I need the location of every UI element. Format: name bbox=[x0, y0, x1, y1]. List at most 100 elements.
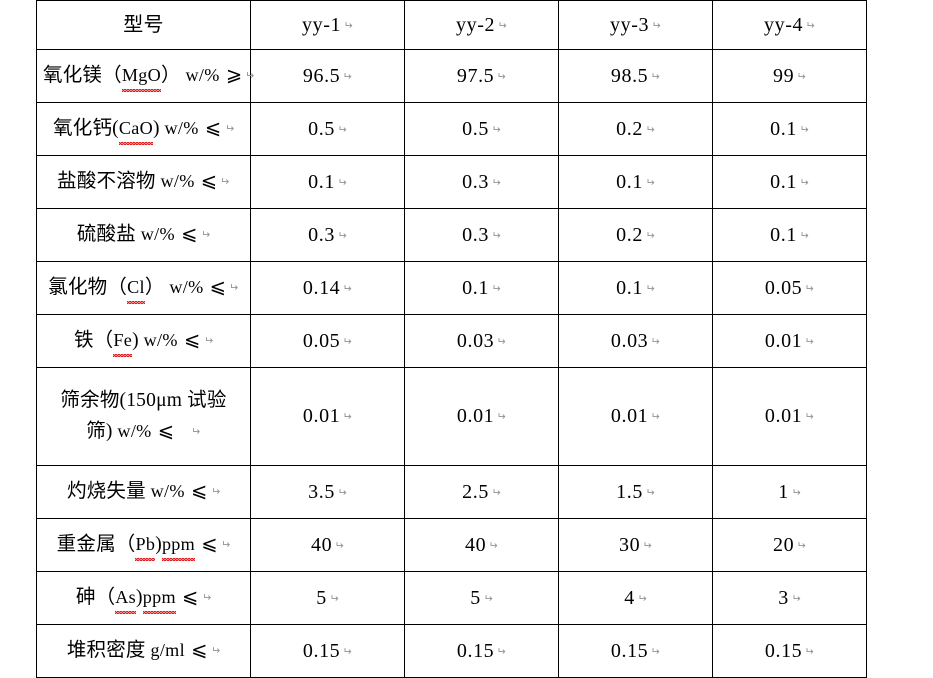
paragraph-mark: ↵ bbox=[224, 121, 234, 135]
row-label-text: 铁 bbox=[73, 329, 94, 351]
header-label: 型号 bbox=[123, 13, 164, 36]
unit-text: w/% bbox=[180, 64, 220, 85]
paragraph-mark: ↵ bbox=[328, 591, 339, 605]
paragraph-mark: ↵ bbox=[804, 644, 815, 658]
value-cell-yy4: 20 ↵ bbox=[712, 518, 867, 572]
cell-value: 0.01 bbox=[610, 405, 649, 427]
cell-value: 1.5 bbox=[616, 480, 643, 503]
unit-text: g/ml bbox=[145, 639, 185, 660]
paragraph-mark: ↵ bbox=[650, 69, 661, 83]
table-row: 盐酸不溶物 w/% ⩽ ↵ 0.1 ↵ 0.3 ↵ 0.1 ↵ 0.1 ↵ bbox=[36, 155, 867, 209]
unit-text: w/% bbox=[155, 170, 195, 191]
value-cell-yy2: 2.5 ↵ bbox=[404, 465, 559, 519]
cell-value: 0.01 bbox=[302, 405, 341, 427]
paragraph-mark: ↵ bbox=[191, 424, 201, 438]
paragraph-mark: ↵ bbox=[642, 538, 653, 552]
value-cell-yy1: 3.5 ↵ bbox=[250, 465, 405, 519]
cell-value: 0.3 bbox=[462, 223, 489, 246]
paragraph-mark: ↵ bbox=[496, 644, 507, 658]
paren-close: ) bbox=[153, 117, 160, 139]
comparison-operator: ⩽ bbox=[152, 420, 175, 442]
value-cell-yy2: 0.1 ↵ bbox=[404, 261, 559, 315]
table-row: 灼烧失量 w/% ⩽ ↵ 3.5 ↵ 2.5 ↵ 1.5 ↵ 1 ↵ bbox=[36, 465, 867, 519]
row-label-text: 砷 bbox=[75, 586, 96, 608]
table-row: 氯化物（Cl） w/% ⩽ ↵ 0.14 ↵ 0.1 ↵ 0.1 ↵ 0.05 ↵ bbox=[36, 261, 867, 315]
paragraph-mark: ↵ bbox=[201, 590, 212, 604]
header-label: yy-3 bbox=[610, 13, 650, 36]
row-label-cell: 重金属（Pb)ppm ⩽ ↵ bbox=[36, 518, 251, 572]
value-cell-yy1: 0.15 ↵ bbox=[250, 624, 405, 678]
value-cell-yy3: 1.5 ↵ bbox=[558, 465, 713, 519]
value-cell-yy1: 5 ↵ bbox=[250, 571, 405, 625]
value-cell-yy3: 30 ↵ bbox=[558, 518, 713, 572]
paragraph-mark: ↵ bbox=[343, 18, 353, 32]
cell-value: 97.5 bbox=[456, 64, 495, 87]
value-cell-yy1: 0.01 ↵ bbox=[250, 367, 405, 466]
table-header-row: 型号 yy-1 ↵ yy-2 ↵ yy-3 ↵ yy-4 ↵ bbox=[36, 0, 867, 50]
row-label-text: 硫酸盐 bbox=[76, 223, 136, 245]
paragraph-mark: ↵ bbox=[644, 281, 655, 295]
row-label-cell: 氧化镁（MgO） w/% ⩾ ↵ bbox=[36, 49, 255, 103]
unit-text: w/% bbox=[138, 329, 178, 350]
paragraph-mark: ↵ bbox=[490, 175, 501, 189]
value-cell-yy2: 0.15 ↵ bbox=[404, 624, 559, 678]
value-cell-yy4: 0.01 ↵ bbox=[712, 314, 867, 368]
row-label-cell: 堆积密度 g/ml ⩽ ↵ bbox=[36, 624, 251, 678]
cell-value: 20 bbox=[772, 533, 795, 556]
paragraph-mark: ↵ bbox=[805, 18, 815, 32]
paragraph-mark: ↵ bbox=[650, 410, 661, 423]
value-cell-yy4: 0.05 ↵ bbox=[712, 261, 867, 315]
cell-value: 0.1 bbox=[616, 276, 643, 299]
value-cell-yy2: 0.3 ↵ bbox=[404, 155, 559, 209]
chemical-symbol: CaO bbox=[118, 114, 154, 146]
paragraph-mark: ↵ bbox=[644, 175, 655, 189]
row-label-cell: 筛余物(150μm 试验 筛) w/% ⩽ ↵ bbox=[36, 367, 251, 466]
comparison-operator: ⩽ bbox=[175, 223, 198, 245]
unit-text: w/% bbox=[159, 117, 199, 138]
header-cell-yy1: yy-1 ↵ bbox=[250, 0, 405, 50]
value-cell-yy3: 0.1 ↵ bbox=[558, 261, 713, 315]
cell-value: 0.2 bbox=[616, 117, 643, 140]
paragraph-mark: ↵ bbox=[644, 228, 655, 242]
paragraph-mark: ↵ bbox=[336, 228, 347, 242]
chemical-symbol: As bbox=[115, 583, 136, 615]
paragraph-mark: ↵ bbox=[245, 68, 255, 82]
chemical-symbol: Fe bbox=[113, 326, 132, 358]
paragraph-mark: ↵ bbox=[200, 227, 211, 241]
chemical-symbol: Cl bbox=[127, 273, 145, 305]
paragraph-mark: ↵ bbox=[796, 69, 807, 83]
value-cell-yy2: 0.03 ↵ bbox=[404, 314, 559, 368]
header-cell-yy4: yy-4 ↵ bbox=[712, 0, 867, 50]
value-cell-yy1: 96.5 ↵ bbox=[250, 49, 405, 103]
row-label-text: 盐酸不溶物 bbox=[57, 170, 156, 192]
row-label-text: 重金属 bbox=[56, 533, 116, 555]
header-cell-model: 型号 bbox=[36, 0, 251, 50]
paragraph-mark: ↵ bbox=[342, 334, 353, 348]
value-cell-yy4: 0.1 ↵ bbox=[712, 155, 867, 209]
paragraph-mark: ↵ bbox=[636, 591, 647, 605]
cell-value: 0.1 bbox=[770, 170, 797, 193]
value-cell-yy4: 0.1 ↵ bbox=[712, 208, 867, 262]
paragraph-mark: ↵ bbox=[490, 228, 501, 242]
paragraph-mark: ↵ bbox=[336, 485, 347, 499]
cell-value: 3 bbox=[778, 586, 789, 609]
value-cell-yy2: 0.3 ↵ bbox=[404, 208, 559, 262]
paren-open: （ bbox=[95, 586, 116, 608]
paren-open: ( bbox=[112, 117, 119, 139]
cell-value: 96.5 bbox=[302, 64, 341, 87]
value-cell-yy3: 0.1 ↵ bbox=[558, 155, 713, 209]
paragraph-mark: ↵ bbox=[342, 410, 353, 423]
cell-value: 0.5 bbox=[308, 117, 335, 140]
value-cell-yy3: 0.01 ↵ bbox=[558, 367, 713, 466]
paragraph-mark: ↵ bbox=[804, 410, 815, 423]
paragraph-mark: ↵ bbox=[203, 333, 214, 347]
value-cell-yy4: 1 ↵ bbox=[712, 465, 867, 519]
row-label-cell: 灼烧失量 w/% ⩽ ↵ bbox=[36, 465, 251, 519]
comparison-operator: ⩽ bbox=[195, 170, 218, 192]
cell-value: 1 bbox=[778, 480, 789, 503]
header-label: yy-4 bbox=[764, 13, 804, 36]
table-row: 堆积密度 g/ml ⩽ ↵ 0.15 ↵ 0.15 ↵ 0.15 ↵ 0.15 ↵ bbox=[36, 624, 867, 678]
row-label-cell: 砷（As)ppm ⩽ ↵ bbox=[36, 571, 251, 625]
row-label-cell: 氯化物（Cl） w/% ⩽ ↵ bbox=[36, 261, 251, 315]
row-label-text: 堆积密度 bbox=[66, 639, 146, 661]
